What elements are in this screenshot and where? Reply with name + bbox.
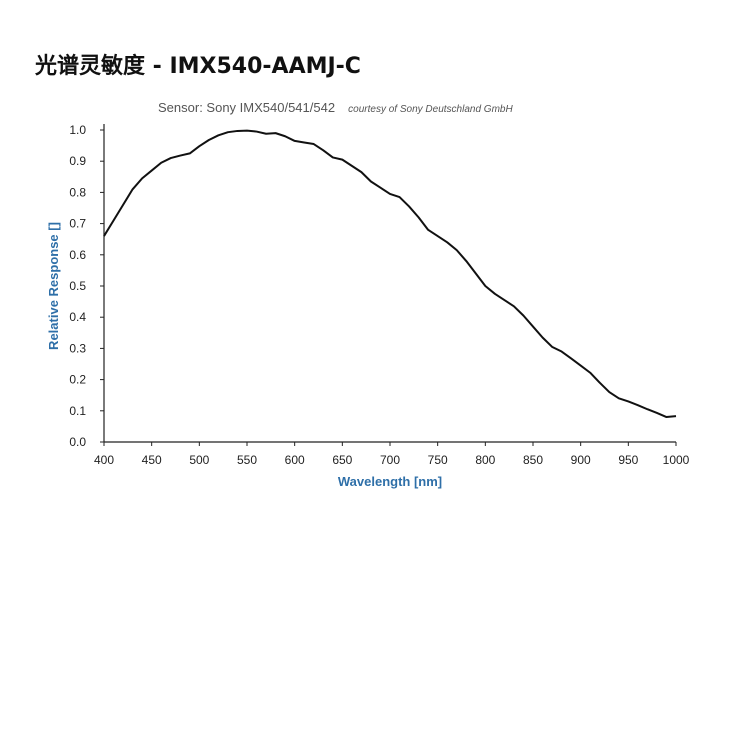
x-tick-label: 700 (380, 453, 400, 467)
y-axis-label: Relative Response [] (46, 222, 61, 350)
y-tick-label: 0.8 (69, 185, 86, 199)
x-tick-label: 1000 (663, 453, 690, 467)
y-tick-label: 0.6 (69, 248, 86, 262)
y-tick-label: 0.5 (69, 279, 86, 293)
x-tick-label: 650 (332, 453, 352, 467)
chart-subtitle: Sensor: Sony IMX540/541/542 courtesy of … (158, 97, 513, 116)
x-axis-label: Wavelength [nm] (338, 474, 442, 489)
y-tick-label: 0.7 (69, 217, 86, 231)
x-tick-label: 800 (475, 453, 495, 467)
response-curve (103, 129, 677, 419)
y-tick-label: 0.0 (69, 435, 86, 449)
x-tick-label: 450 (142, 453, 162, 467)
x-tick-label: 900 (571, 453, 591, 467)
y-tick-label: 0.1 (69, 404, 86, 418)
y-tick-labels: 0.0 0.1 0.2 0.3 0.4 0.5 0.6 0.7 0.8 0.9 1.0 (69, 123, 104, 449)
y-tick-label: 0.2 (69, 373, 86, 387)
x-tick-labels: 400 450 500 550 600 650 700 750 800 850 900 950 1000 (94, 442, 690, 467)
y-tick-label: 0.4 (69, 310, 86, 324)
chart-subtitle-credit: courtesy of Sony Deutschland GmbH (348, 104, 513, 115)
y-tick-label: 1.0 (69, 123, 86, 137)
x-tick-label: 550 (237, 453, 257, 467)
page-title: 光谱灵敏度 - IMX540-AAMJ-C (35, 54, 361, 79)
x-tick-label: 950 (618, 453, 638, 467)
x-tick-label: 600 (285, 453, 305, 467)
x-tick-label: 850 (523, 453, 543, 467)
chart-axes (103, 124, 676, 443)
y-tick-label: 0.3 (69, 341, 86, 355)
chart-subtitle-sensor: Sensor: Sony IMX540/541/542 (158, 100, 335, 115)
x-tick-label: 750 (428, 453, 448, 467)
x-tick-label: 400 (94, 453, 114, 467)
x-tick-label: 500 (189, 453, 209, 467)
y-tick-label: 0.9 (69, 154, 86, 168)
